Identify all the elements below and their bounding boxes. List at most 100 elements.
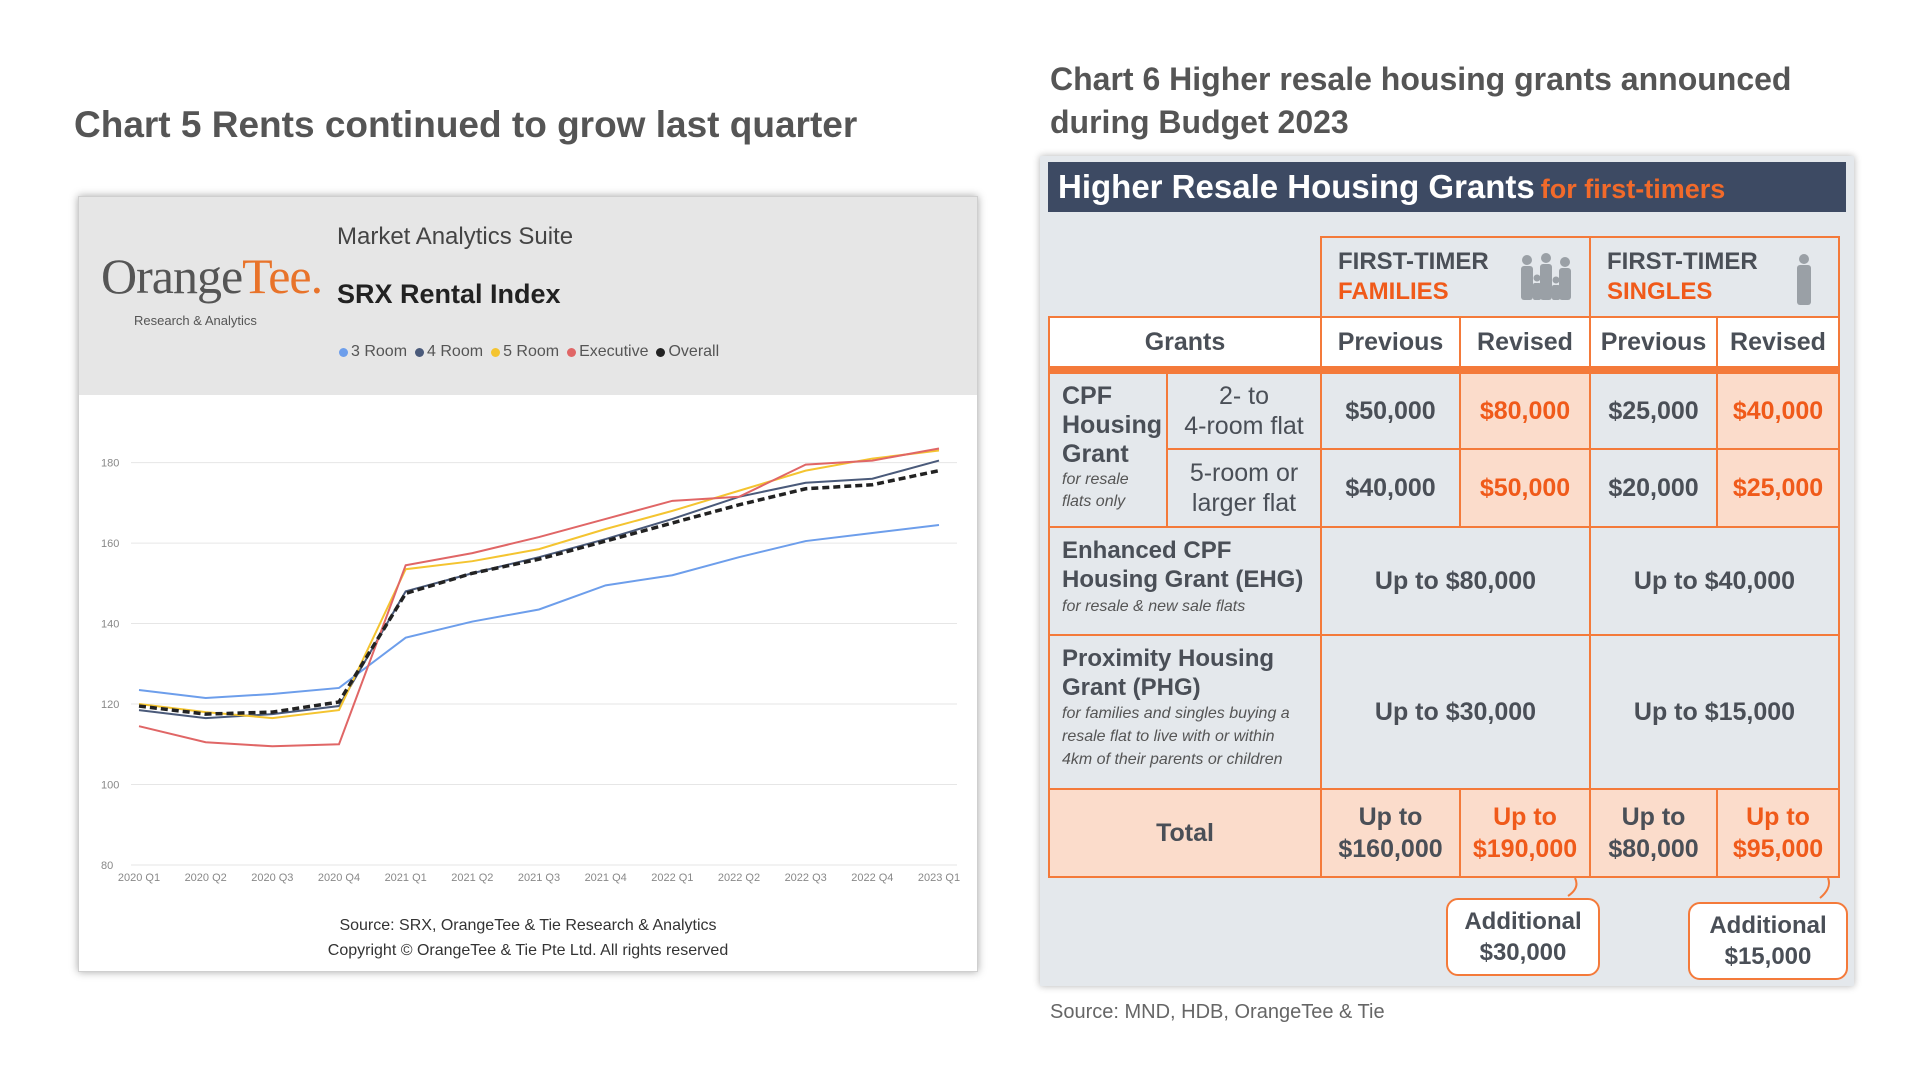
cpf-r2-families-revised: $50,000 xyxy=(1459,448,1591,528)
total-singles-revised: Up to $95,000 xyxy=(1716,788,1840,878)
x-tick-3: 2020 Q4 xyxy=(318,872,360,884)
ehg-label-l2: Housing Grant (EHG) xyxy=(1062,566,1304,593)
x-tick-7: 2021 Q4 xyxy=(585,872,627,884)
flat-type-2-l1: 5-room or xyxy=(1189,459,1299,487)
logo-main: Orange xyxy=(101,248,243,304)
flat-type-2-4-room: 2- to 4-room flat xyxy=(1166,372,1322,450)
grants-infographic: Higher Resale Housing Grants for first-ti… xyxy=(1040,156,1854,986)
rental-index-chart: 80 100 120 140 160 180 2020 Q1 2020 Q2 2020 Q3 20… xyxy=(101,447,960,884)
total-value-2: $190,000 xyxy=(1472,835,1578,863)
cpf-note-l2: flats only xyxy=(1062,493,1126,510)
ehg-families: Up to $80,000 xyxy=(1320,526,1591,636)
chart-source: Source: SRX, OrangeTee & Tie Research & … xyxy=(79,913,977,963)
x-tick-12: 2023 Q1 xyxy=(918,872,960,884)
cpf-r2-singles-previous: $20,000 xyxy=(1589,448,1718,528)
x-tick-9: 2022 Q2 xyxy=(718,872,760,884)
phg-families: Up to $30,000 xyxy=(1320,634,1591,790)
x-tick-1: 2020 Q2 xyxy=(185,872,227,884)
cpf-r1-singles-previous: $25,000 xyxy=(1589,372,1718,450)
cpf-note-l1: for resale xyxy=(1062,471,1129,488)
total-value-3: $80,000 xyxy=(1608,835,1699,863)
person-icon xyxy=(1797,254,1811,305)
x-tick-0: 2020 Q1 xyxy=(118,872,160,884)
y-tick-3: 140 xyxy=(101,619,119,631)
legend-item-3: Executive xyxy=(567,343,648,361)
add-sgl-label: Additional xyxy=(1709,912,1827,939)
legend-item-1: 4 Room xyxy=(415,343,483,361)
y-tick-4: 160 xyxy=(101,538,119,550)
total-value-4: $95,000 xyxy=(1732,835,1824,863)
logo-accent: Tee. xyxy=(242,248,323,304)
index-title: SRX Rental Index xyxy=(337,279,561,309)
families-header: FIRST-TIMER FAMILIES xyxy=(1320,236,1591,318)
legend-label-0: 3 Room xyxy=(351,343,408,360)
cpf-grant-label: CPF Housing Grant for resale flats only xyxy=(1048,372,1168,528)
flat-type-2-l2: larger flat xyxy=(1191,489,1297,517)
total-upto-1: Up to xyxy=(1358,803,1423,831)
legend-item-2: 5 Room xyxy=(491,343,559,361)
legend-item-0: 3 Room xyxy=(339,343,407,361)
legend-swatch-2 xyxy=(491,347,501,357)
series-line-3-room xyxy=(138,523,940,700)
legend-swatch-0 xyxy=(339,347,348,357)
flat-type-5-room: 5-room or larger flat xyxy=(1166,448,1322,528)
suite-label: Market Analytics Suite xyxy=(337,223,574,250)
singles-header-l2: SINGLES xyxy=(1607,278,1713,305)
banner-title: Higher Resale Housing Grants xyxy=(1058,168,1535,205)
total-families-previous: Up to $160,000 xyxy=(1320,788,1461,878)
families-previous-header: Previous xyxy=(1320,316,1461,368)
ehg-singles: Up to $40,000 xyxy=(1589,526,1840,636)
legend-swatch-1 xyxy=(415,347,425,357)
total-upto-3: Up to xyxy=(1621,803,1686,831)
singles-header-l1: FIRST-TIMER xyxy=(1607,248,1758,275)
total-upto-2: Up to xyxy=(1493,803,1557,831)
phg-label-l1: Proximity Housing xyxy=(1062,645,1275,672)
panel-header: OrangeTee. Research & Analytics Market A… xyxy=(79,197,977,395)
additional-singles-callout: Additional $15,000 xyxy=(1688,902,1848,980)
add-sgl-value: $15,000 xyxy=(1724,943,1812,970)
source-line-1: Source: SRX, OrangeTee & Tie Research & … xyxy=(339,917,717,934)
legend-label-3: Executive xyxy=(579,343,649,360)
callout-connectors xyxy=(1567,877,1830,899)
singles-revised-header: Revised xyxy=(1716,316,1840,368)
grants-col-header: Grants xyxy=(1048,316,1322,368)
rental-index-panel: OrangeTee. Research & Analytics Market A… xyxy=(78,196,978,972)
phg-label-l2: Grant (PHG) xyxy=(1062,674,1201,701)
cpf-label-l3: Grant xyxy=(1062,440,1129,468)
total-label: Total xyxy=(1048,788,1322,878)
total-value-1: $160,000 xyxy=(1338,835,1443,863)
legend-swatch-3 xyxy=(567,347,577,357)
header-divider xyxy=(1048,366,1840,374)
phg-singles: Up to $15,000 xyxy=(1589,634,1840,790)
x-tick-5: 2021 Q2 xyxy=(451,872,493,884)
x-tick-11: 2022 Q4 xyxy=(851,872,893,884)
chart6-title-line2: during Budget 2023 xyxy=(1050,104,1349,140)
x-tick-10: 2022 Q3 xyxy=(785,872,827,884)
y-tick-0: 80 xyxy=(101,860,113,872)
families-revised-header: Revised xyxy=(1459,316,1591,368)
chart6-source: Source: MND, HDB, OrangeTee & Tie xyxy=(1050,1001,1385,1023)
phg-label: Proximity Housing Grant (PHG) for famili… xyxy=(1048,634,1322,790)
total-families-revised: Up to $190,000 xyxy=(1459,788,1591,878)
chart5-title: Chart 5 Rents continued to grow last qua… xyxy=(74,104,858,145)
grants-banner: Higher Resale Housing Grants for first-ti… xyxy=(1048,162,1846,212)
legend-label-1: 4 Room xyxy=(427,343,484,360)
phg-note-l1: for families and singles buying a xyxy=(1062,705,1290,722)
additional-families-callout: Additional $30,000 xyxy=(1446,898,1600,976)
legend-swatch-4 xyxy=(656,347,666,357)
series-line-4-room xyxy=(138,459,940,720)
series-line-executive xyxy=(138,447,940,748)
legend-label-2: 5 Room xyxy=(503,343,560,360)
legend-label-4: Overall xyxy=(668,343,720,360)
add-fam-label: Additional xyxy=(1464,908,1582,935)
chart6-title: Chart 6 Higher resale housing grants ann… xyxy=(1050,58,1791,144)
y-tick-5: 180 xyxy=(101,458,119,470)
ehg-note: for resale & new sale flats xyxy=(1062,598,1246,615)
add-fam-value: $30,000 xyxy=(1479,939,1567,966)
cpf-r2-families-previous: $40,000 xyxy=(1320,448,1461,528)
total-singles-previous: Up to $80,000 xyxy=(1589,788,1718,878)
cpf-r1-families-revised: $80,000 xyxy=(1459,372,1591,450)
orangetee-logo: OrangeTee. xyxy=(101,247,323,305)
y-tick-2: 120 xyxy=(101,699,119,711)
chart6-title-line1: Chart 6 Higher resale housing grants ann… xyxy=(1050,61,1792,97)
